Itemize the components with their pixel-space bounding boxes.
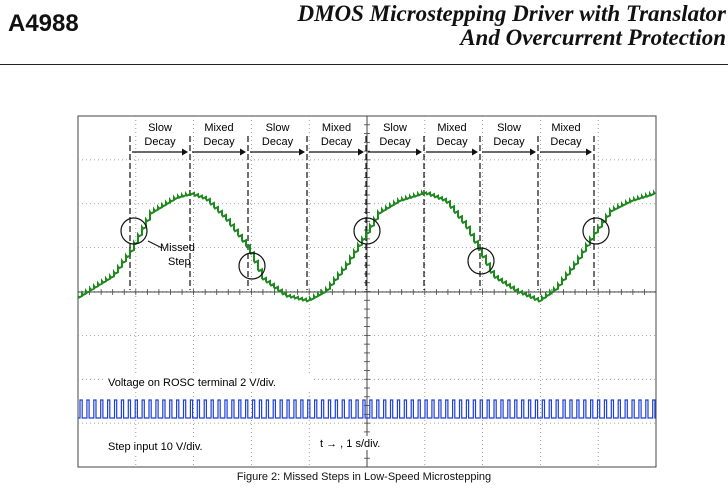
step-input-trace bbox=[78, 399, 656, 419]
segment-label-line1: Mixed bbox=[551, 122, 580, 134]
segment-label-line1: Slow bbox=[383, 122, 407, 134]
segment-arrowhead bbox=[472, 148, 478, 156]
segment-arrowhead bbox=[358, 148, 364, 156]
title-line-1: DMOS Microstepping Driver with Translato… bbox=[297, 1, 726, 26]
missed-step-label-2: Step bbox=[168, 256, 191, 268]
segment-arrowhead bbox=[299, 148, 305, 156]
figure-caption: Figure 2: Missed Steps in Low-Speed Micr… bbox=[236, 471, 492, 483]
missed-step-circle bbox=[238, 252, 266, 280]
time-scale-label: t → , 1 s/div. bbox=[320, 438, 380, 450]
decay-segment-labels: Slow Decay Mixed Decay Slow Decay Mixed Decay Sl… bbox=[132, 122, 592, 156]
segment-label-line2: Decay bbox=[379, 136, 411, 148]
segment-label-line2: Decay bbox=[550, 136, 582, 148]
missed-step-circle bbox=[582, 217, 610, 245]
part-number: A4988 bbox=[8, 10, 79, 37]
missed-step-pointer bbox=[147, 240, 163, 249]
missed-step-label-1: Missed bbox=[160, 242, 195, 254]
segment-arrowhead bbox=[416, 148, 422, 156]
segment-label-line1: Slow bbox=[497, 122, 521, 134]
missed-step-circle bbox=[353, 217, 381, 245]
step-label-bg bbox=[104, 439, 224, 453]
decay-boundaries bbox=[129, 136, 595, 290]
rosc-label-bg bbox=[104, 375, 314, 389]
segment-label-line1: Mixed bbox=[322, 122, 351, 134]
segment-label-line2: Decay bbox=[436, 136, 468, 148]
oscilloscope-figure: Slow Decay Mixed Decay Slow Decay Mixed Decay Sl… bbox=[77, 115, 657, 468]
segment-arrowhead bbox=[586, 148, 592, 156]
rosc-label: Voltage on ROSC terminal 2 V/div. bbox=[108, 377, 276, 389]
segment-label-line1: Slow bbox=[148, 122, 172, 134]
segment-arrowhead bbox=[240, 148, 246, 156]
segment-label-line2: Decay bbox=[203, 136, 235, 148]
document-title: DMOS Microstepping Driver with Translato… bbox=[297, 2, 726, 50]
segment-arrowhead bbox=[182, 148, 188, 156]
missed-step-circle bbox=[120, 217, 148, 245]
header-rule bbox=[0, 64, 728, 65]
current-trace bbox=[77, 189, 656, 303]
segment-label-line1: Mixed bbox=[204, 122, 233, 134]
segment-label-line2: Decay bbox=[144, 136, 176, 148]
time-label-bg bbox=[316, 436, 394, 450]
missed-step-markers bbox=[120, 217, 610, 280]
segment-label-line2: Decay bbox=[321, 136, 353, 148]
segment-label-line1: Mixed bbox=[437, 122, 466, 134]
segment-label-line2: Decay bbox=[493, 136, 525, 148]
segment-arrowhead bbox=[530, 148, 536, 156]
step-input-label: Step input 10 V/div. bbox=[108, 441, 203, 453]
segment-label-line2: Decay bbox=[262, 136, 294, 148]
title-line-2: And Overcurrent Protection bbox=[460, 25, 726, 50]
segment-label-line1: Slow bbox=[266, 122, 290, 134]
missed-step-circle bbox=[467, 247, 495, 275]
